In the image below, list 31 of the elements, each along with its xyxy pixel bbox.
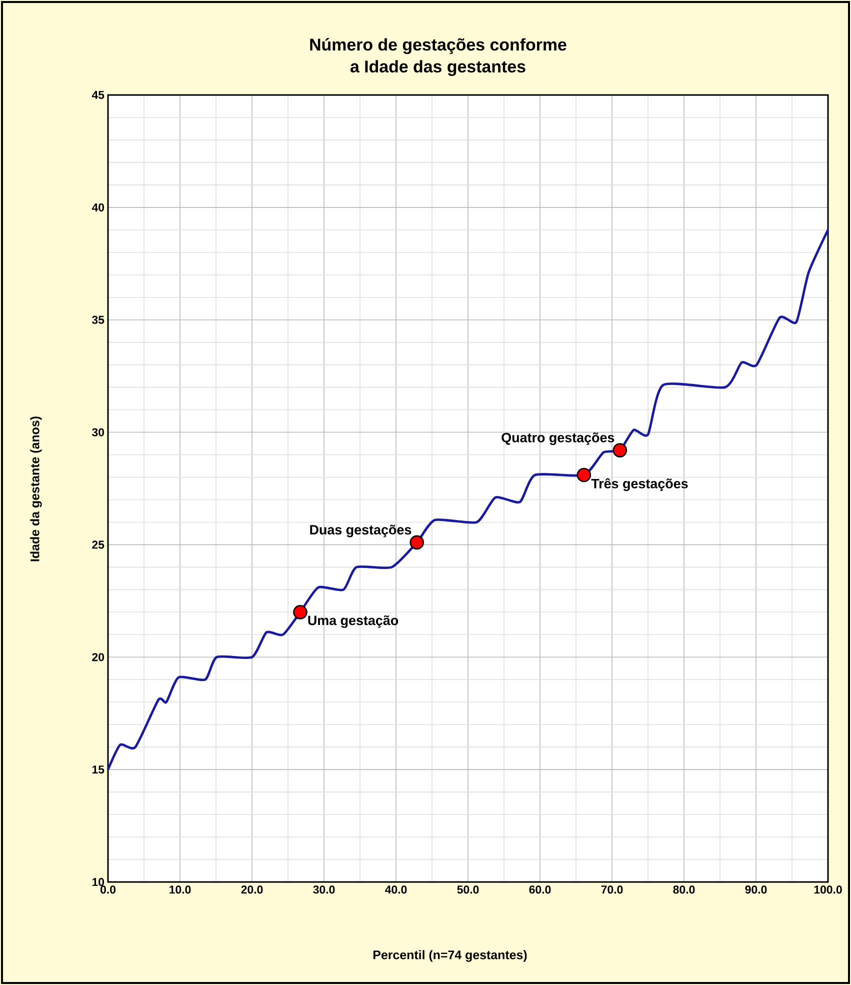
y-tick-label: 40 bbox=[92, 203, 104, 212]
point bbox=[612, 443, 628, 458]
x-tick-label: 40.0 bbox=[385, 886, 407, 894]
y-tick-label: 30 bbox=[92, 428, 104, 436]
y-tick-label: 45 bbox=[92, 90, 104, 99]
x-tick-label: 100.0 bbox=[814, 886, 842, 894]
line-series bbox=[106, 228, 830, 771]
x-tick-label: 10.0 bbox=[170, 886, 191, 894]
annotation: Uma gestação bbox=[308, 615, 398, 628]
y-tick-label: 25 bbox=[92, 540, 104, 549]
y-tick-label: 35 bbox=[92, 316, 104, 324]
y-axis-title: Idade da gestante (anos) bbox=[30, 416, 42, 562]
y-tick-label: 10 bbox=[92, 878, 104, 886]
x-tick-label: 30.0 bbox=[313, 886, 335, 894]
point bbox=[293, 605, 308, 620]
annotation: Duas gestações bbox=[310, 524, 412, 538]
y-tick-label: 20 bbox=[92, 653, 104, 662]
annotation: Quatro gestações bbox=[502, 432, 614, 446]
point bbox=[576, 468, 592, 482]
x-tick-label: 0.0 bbox=[100, 886, 116, 894]
x-tick-label: 50.0 bbox=[457, 886, 479, 894]
x-tick-label: 70.0 bbox=[601, 886, 623, 894]
x-tick-label: 60.0 bbox=[529, 886, 551, 894]
x-axis-title: Percentil (n=74 gestantes) bbox=[373, 950, 527, 962]
chart-title: Número de gestações conforme a Idade das gestantes bbox=[310, 38, 566, 76]
annotation: Três gestações bbox=[591, 478, 688, 492]
x-tick-label: 80.0 bbox=[673, 886, 695, 894]
y-tick-label: 15 bbox=[92, 766, 104, 774]
x-tick-label: 20.0 bbox=[241, 886, 263, 894]
x-tick-label: 90.0 bbox=[745, 886, 767, 894]
point bbox=[410, 535, 424, 550]
